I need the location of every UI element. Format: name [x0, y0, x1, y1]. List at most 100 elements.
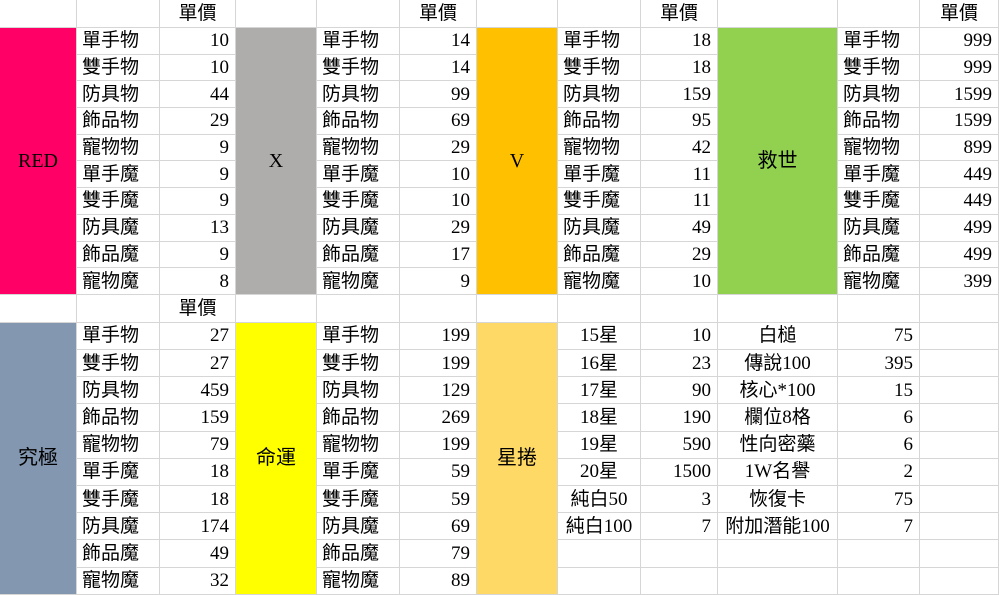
empty-cell[interactable] — [838, 540, 920, 568]
empty-cell[interactable] — [0, 294, 77, 323]
item-value-cell[interactable]: 95 — [641, 108, 718, 135]
item-value-cell[interactable]: 10 — [160, 28, 236, 55]
item-value-cell[interactable]: 49 — [641, 214, 718, 242]
empty-cell[interactable] — [718, 294, 838, 323]
item-label-cell[interactable]: 雙手魔 — [77, 486, 160, 514]
item-value-cell[interactable]: 27 — [160, 322, 236, 351]
empty-cell[interactable] — [236, 0, 317, 28]
item-label-cell[interactable]: 20星 — [558, 458, 641, 486]
item-value-cell[interactable]: 7 — [641, 513, 718, 541]
extra-item-value-cell[interactable]: 2 — [838, 458, 920, 486]
item-value-cell[interactable]: 10 — [400, 188, 477, 215]
item-label-cell[interactable]: 純白100 — [558, 513, 641, 541]
item-value-cell[interactable]: 159 — [641, 81, 718, 109]
extra-item-label-cell[interactable]: 性向密藥 — [718, 431, 838, 459]
unit-price-header[interactable]: 單價 — [641, 0, 718, 28]
empty-cell[interactable] — [236, 294, 317, 323]
empty-cell[interactable] — [77, 0, 160, 28]
item-value-cell[interactable]: 17 — [400, 241, 477, 269]
item-value-cell[interactable]: 190 — [641, 404, 718, 432]
unit-price-header[interactable]: 單價 — [160, 294, 236, 323]
item-label-cell[interactable]: 寵物魔 — [77, 268, 160, 295]
item-value-cell[interactable]: 42 — [641, 134, 718, 162]
item-value-cell[interactable]: 99 — [400, 81, 477, 109]
extra-item-value-cell[interactable]: 75 — [838, 322, 920, 351]
item-label-cell[interactable]: 寵物魔 — [838, 268, 920, 295]
item-label-cell[interactable]: 寵物物 — [558, 134, 641, 162]
item-label-cell[interactable]: 單手物 — [77, 28, 160, 55]
empty-cell[interactable] — [641, 567, 718, 595]
extra-item-label-cell[interactable]: 1W名譽 — [718, 458, 838, 486]
tier-block-xingjuan[interactable]: 星捲 — [477, 322, 558, 595]
item-label-cell[interactable]: 防具魔 — [77, 513, 160, 541]
item-value-cell[interactable]: 449 — [920, 188, 999, 215]
item-value-cell[interactable]: 999 — [920, 54, 999, 82]
item-value-cell[interactable]: 32 — [160, 567, 236, 595]
item-label-cell[interactable]: 飾品魔 — [77, 241, 160, 269]
item-value-cell[interactable]: 29 — [400, 134, 477, 162]
item-label-cell[interactable]: 寵物物 — [317, 431, 400, 459]
extra-item-value-cell[interactable]: 7 — [838, 513, 920, 541]
empty-cell[interactable] — [641, 294, 718, 323]
item-label-cell[interactable]: 寵物魔 — [77, 567, 160, 595]
extra-item-label-cell[interactable]: 附加潛能100 — [718, 513, 838, 541]
item-value-cell[interactable]: 9 — [160, 241, 236, 269]
item-value-cell[interactable]: 59 — [400, 458, 477, 486]
item-label-cell[interactable]: 單手魔 — [77, 161, 160, 189]
empty-cell[interactable] — [558, 567, 641, 595]
item-label-cell[interactable]: 雙手物 — [317, 350, 400, 378]
unit-price-header[interactable]: 單價 — [400, 0, 477, 28]
item-value-cell[interactable]: 79 — [400, 540, 477, 568]
item-label-cell[interactable]: 防具魔 — [558, 214, 641, 242]
extra-item-label-cell[interactable]: 核心*100 — [718, 377, 838, 405]
item-label-cell[interactable]: 單手物 — [317, 28, 400, 55]
unit-price-header[interactable]: 單價 — [920, 0, 999, 28]
empty-cell[interactable] — [317, 0, 400, 28]
item-value-cell[interactable]: 79 — [160, 431, 236, 459]
item-label-cell[interactable]: 單手魔 — [77, 458, 160, 486]
empty-cell[interactable] — [477, 294, 558, 323]
item-label-cell[interactable]: 飾品物 — [558, 108, 641, 135]
item-label-cell[interactable]: 寵物魔 — [317, 567, 400, 595]
empty-cell[interactable] — [317, 294, 400, 323]
item-label-cell[interactable]: 飾品魔 — [317, 540, 400, 568]
item-value-cell[interactable]: 199 — [400, 322, 477, 351]
item-label-cell[interactable]: 防具物 — [317, 81, 400, 109]
extra-item-label-cell[interactable]: 恢復卡 — [718, 486, 838, 514]
item-value-cell[interactable]: 10 — [641, 268, 718, 295]
item-label-cell[interactable]: 防具魔 — [838, 214, 920, 242]
extra-item-label-cell[interactable]: 白槌 — [718, 322, 838, 351]
item-label-cell[interactable]: 18星 — [558, 404, 641, 432]
item-value-cell[interactable]: 14 — [400, 54, 477, 82]
item-label-cell[interactable]: 雙手魔 — [838, 188, 920, 215]
item-label-cell[interactable]: 雙手魔 — [317, 486, 400, 514]
item-label-cell[interactable]: 單手物 — [317, 322, 400, 351]
empty-cell[interactable] — [838, 567, 920, 595]
empty-cell[interactable] — [920, 486, 999, 514]
item-label-cell[interactable]: 飾品物 — [838, 108, 920, 135]
item-value-cell[interactable]: 59 — [400, 486, 477, 514]
tier-block-v[interactable]: V — [477, 28, 558, 295]
item-label-cell[interactable]: 單手魔 — [317, 161, 400, 189]
item-value-cell[interactable]: 18 — [160, 458, 236, 486]
item-label-cell[interactable]: 寵物魔 — [558, 268, 641, 295]
extra-item-label-cell[interactable]: 傳說100 — [718, 350, 838, 378]
item-value-cell[interactable]: 69 — [400, 513, 477, 541]
item-value-cell[interactable]: 1500 — [641, 458, 718, 486]
tier-block-jiushi[interactable]: 救世 — [718, 28, 838, 295]
extra-item-value-cell[interactable]: 395 — [838, 350, 920, 378]
item-value-cell[interactable]: 27 — [160, 350, 236, 378]
item-value-cell[interactable]: 8 — [160, 268, 236, 295]
item-label-cell[interactable]: 防具魔 — [317, 513, 400, 541]
item-value-cell[interactable]: 11 — [641, 188, 718, 215]
item-value-cell[interactable]: 10 — [400, 161, 477, 189]
extra-item-value-cell[interactable]: 6 — [838, 431, 920, 459]
item-value-cell[interactable]: 90 — [641, 377, 718, 405]
item-label-cell[interactable]: 單手魔 — [317, 458, 400, 486]
item-value-cell[interactable]: 1599 — [920, 108, 999, 135]
extra-item-label-cell[interactable]: 欄位8格 — [718, 404, 838, 432]
item-value-cell[interactable]: 999 — [920, 28, 999, 55]
item-label-cell[interactable]: 寵物物 — [317, 134, 400, 162]
empty-cell[interactable] — [920, 322, 999, 351]
extra-item-value-cell[interactable]: 15 — [838, 377, 920, 405]
